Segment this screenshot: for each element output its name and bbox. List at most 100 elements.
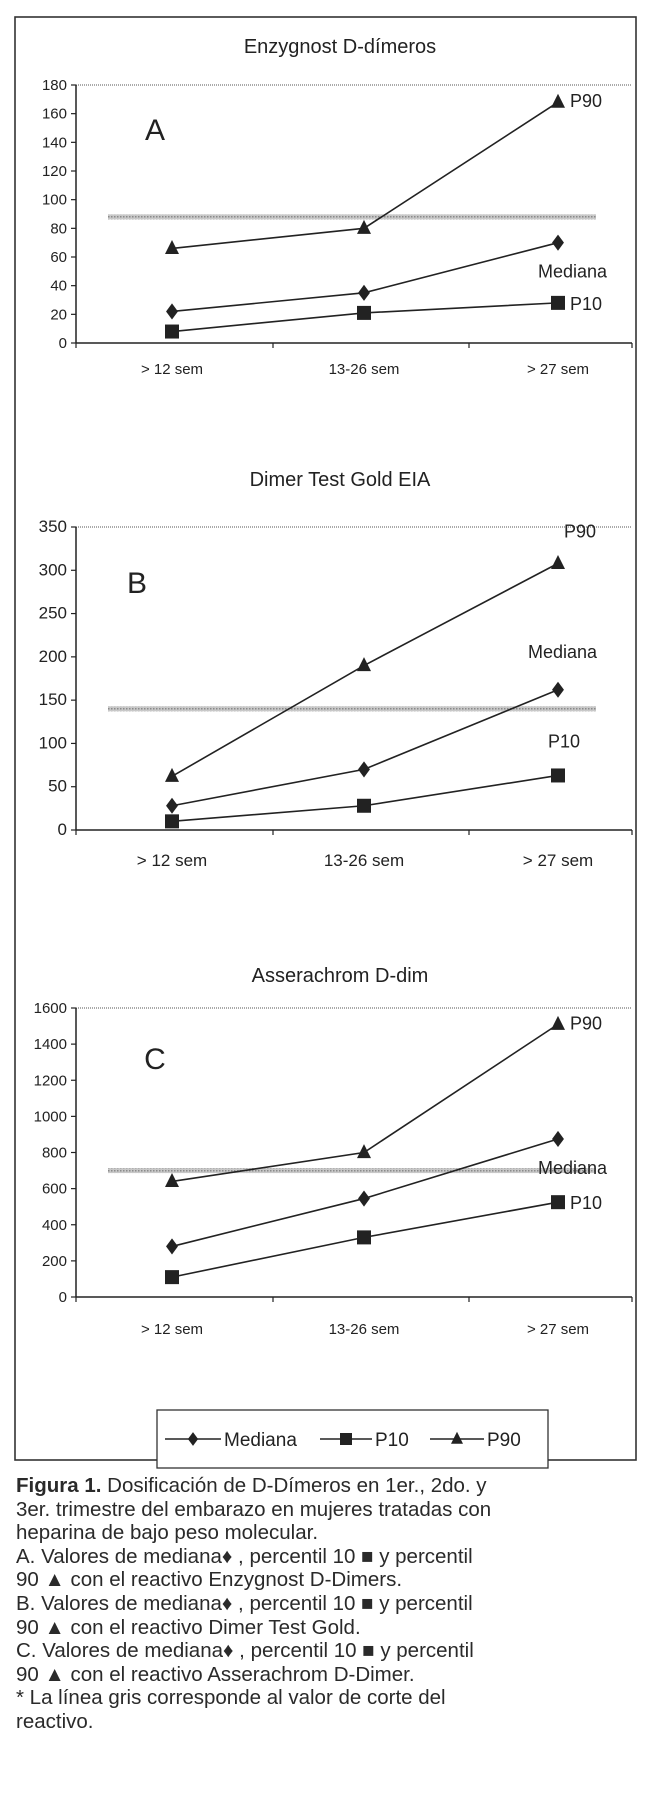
x-tick-label: > 27 sem <box>527 361 589 378</box>
diamond-icon: ♦ <box>223 1639 234 1663</box>
panel-letter: A <box>145 114 165 147</box>
y-tick-label: 20 <box>50 306 67 323</box>
series-label-p90: P90 <box>570 91 602 111</box>
caption-note: * La línea gris corresponde al valor de … <box>16 1686 446 1710</box>
data-point-mediana <box>358 761 370 778</box>
data-point-p10 <box>357 798 371 813</box>
data-point-mediana <box>358 284 370 301</box>
data-point-p90 <box>165 1173 179 1187</box>
triangle-icon: ▲ <box>44 1615 65 1639</box>
caption-text: con el reactivo Dimer Test Gold. <box>64 1615 361 1639</box>
cutoff-line <box>108 706 596 712</box>
y-tick-label: 250 <box>39 604 67 623</box>
data-point-mediana <box>552 681 564 698</box>
series-label-p90: P90 <box>564 521 596 541</box>
y-tick-label: 600 <box>42 1181 67 1198</box>
data-point-mediana <box>166 797 178 814</box>
caption-text: Dosificación de D-Dímeros en 1er., 2do. … <box>101 1474 487 1497</box>
data-point-p90 <box>165 767 179 782</box>
x-tick-label: 13-26 sem <box>324 851 404 870</box>
chart-title: Enzygnost D-dímeros <box>244 36 436 58</box>
y-tick-label: 0 <box>58 820 67 839</box>
y-tick-label: 200 <box>42 1253 67 1270</box>
data-point-p10 <box>357 305 371 320</box>
data-point-p10 <box>357 1230 371 1245</box>
x-tick-label: > 27 sem <box>523 851 593 870</box>
chart-title: Asserachrom D-dim <box>252 965 429 987</box>
y-tick-label: 140 <box>42 134 67 151</box>
y-tick-label: 150 <box>39 690 67 709</box>
caption-line: 3er. trimestre del embarazo en mujeres t… <box>16 1497 492 1521</box>
x-tick-label: 13-26 sem <box>329 361 400 378</box>
data-point-p90 <box>551 554 565 569</box>
chart-panel-c: Asserachrom D-dim C 0 200 400 600 800 1000 1200 1… <box>34 965 633 1338</box>
series-label-p10: P10 <box>548 731 580 751</box>
x-tick-label: > 27 sem <box>527 1321 589 1338</box>
caption-text: con el reactivo Enzygnost D-Dimers. <box>64 1568 403 1592</box>
y-tick-label: 40 <box>50 278 67 295</box>
data-point-mediana <box>358 1190 370 1207</box>
legend-marker-p10 <box>340 1433 352 1445</box>
square-icon: ■ <box>362 1639 375 1663</box>
caption-text: 90 <box>16 1662 45 1686</box>
caption-text: y percentil <box>373 1591 473 1615</box>
triangle-icon: ▲ <box>44 1568 65 1592</box>
caption-label: Figura 1. <box>16 1474 102 1497</box>
series-line-p10 <box>171 774 559 823</box>
caption-line: heparina de bajo peso molecular. <box>16 1521 319 1545</box>
chart-title: Dimer Test Gold EIA <box>250 469 431 491</box>
legend-label-p10: P10 <box>375 1430 409 1451</box>
y-tick-label: 100 <box>39 733 67 752</box>
panel-letter: B <box>127 567 147 600</box>
legend-label-mediana: Mediana <box>224 1430 297 1451</box>
figure-caption: Figura 1. Dosificación de D-Dímeros en 1… <box>16 1474 656 1734</box>
legend-label-p90: P90 <box>487 1430 521 1451</box>
triangle-icon: ▲ <box>44 1662 65 1686</box>
y-tick-label: 200 <box>39 647 67 666</box>
chart-panel-b: Dimer Test Gold EIA B 0 50 100 150 200 250 300 35… <box>39 469 633 870</box>
data-point-p90 <box>357 657 371 672</box>
y-tick-label: 60 <box>50 249 67 266</box>
data-point-p10 <box>551 295 565 310</box>
y-tick-label: 120 <box>42 163 67 180</box>
square-icon: ■ <box>361 1544 374 1568</box>
y-tick-label: 800 <box>42 1145 67 1162</box>
data-point-mediana <box>552 1130 564 1148</box>
legend-marker-mediana <box>187 1432 199 1446</box>
y-tick-label: 400 <box>42 1217 67 1234</box>
data-point-mediana <box>166 1238 178 1255</box>
caption-text: con el reactivo Asserachrom D-Dimer. <box>64 1662 415 1686</box>
caption-text: y percentil <box>374 1639 474 1663</box>
legend: Mediana P10 P90 <box>156 1409 549 1469</box>
series-label-p10: P10 <box>570 294 602 314</box>
cutoff-line <box>108 1168 596 1174</box>
series-label-p90: P90 <box>570 1013 602 1033</box>
y-tick-label: 1600 <box>34 1000 67 1017</box>
x-tick-label: > 12 sem <box>137 851 207 870</box>
y-tick-label: 50 <box>48 777 67 796</box>
y-tick-label: 0 <box>59 335 67 352</box>
y-tick-label: 180 <box>42 77 67 94</box>
y-tick-label: 350 <box>39 517 67 536</box>
data-point-p90 <box>357 1144 371 1159</box>
series-label-mediana: Mediana <box>528 642 598 662</box>
data-point-p90 <box>551 93 565 108</box>
x-tick-label: > 12 sem <box>141 361 203 378</box>
series-label-mediana: Mediana <box>538 1158 608 1178</box>
series-label-p10: P10 <box>570 1193 602 1213</box>
data-point-p10 <box>165 814 179 829</box>
x-tick-label: > 12 sem <box>141 1321 203 1338</box>
x-tick-label: 13-26 sem <box>329 1321 400 1338</box>
caption-text: B. Valores de mediana <box>16 1591 222 1615</box>
data-point-p10 <box>551 1195 565 1210</box>
figure-frame <box>14 16 637 1461</box>
caption-text: 90 <box>16 1615 45 1639</box>
series-label-mediana: Mediana <box>538 262 608 282</box>
diamond-icon: ♦ <box>221 1544 233 1568</box>
data-point-p10 <box>165 324 179 339</box>
data-point-p90 <box>165 240 179 254</box>
chart-panel-a: Enzygnost D-dímeros A 0 20 40 60 80 100 120 140 16… <box>42 36 633 378</box>
caption-text: C. Valores de mediana <box>16 1639 224 1663</box>
data-point-p90 <box>357 219 371 234</box>
